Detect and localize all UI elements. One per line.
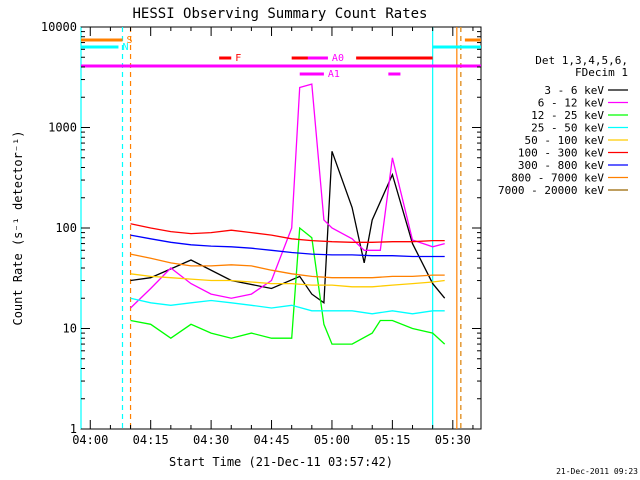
series-line bbox=[130, 297, 445, 315]
y-tick-label: 10000 bbox=[41, 20, 77, 34]
y-tick-label: 100 bbox=[55, 221, 77, 235]
legend-title-line: FDecim 1 bbox=[575, 66, 628, 79]
y-tick-label: 10 bbox=[63, 322, 77, 336]
series-line bbox=[130, 151, 446, 305]
flag-bar-label: S bbox=[126, 35, 132, 46]
flag-bar-label: N bbox=[122, 42, 128, 53]
x-tick-label: 04:00 bbox=[72, 433, 108, 447]
series-line bbox=[130, 253, 445, 279]
legend-title-line: Det 1,3,4,5,6, bbox=[535, 54, 628, 67]
x-tick-label: 05:15 bbox=[374, 433, 410, 447]
x-tick-label: 04:45 bbox=[253, 433, 289, 447]
series-layer bbox=[130, 83, 446, 345]
legend-label: 6 - 12 keV bbox=[538, 97, 605, 110]
generation-timestamp: 21-Dec-2011 09:23 bbox=[556, 467, 638, 476]
series-line bbox=[130, 273, 445, 288]
legend-label: 12 - 25 keV bbox=[531, 109, 604, 122]
series-line bbox=[130, 226, 446, 345]
series-line bbox=[130, 83, 445, 309]
x-tick-label: 04:30 bbox=[193, 433, 229, 447]
x-tick-label: 05:30 bbox=[435, 433, 471, 447]
flag-bar-label: A0 bbox=[332, 53, 344, 64]
flag-bar-label: A1 bbox=[328, 69, 340, 80]
legend-label: 300 - 800 keV bbox=[518, 159, 604, 172]
flag-bars: SN F A0 A1 bbox=[81, 35, 481, 80]
vertical-markers bbox=[80, 27, 462, 429]
legend-label: 50 - 100 keV bbox=[525, 134, 605, 147]
plot-frame bbox=[80, 26, 482, 430]
flag-bar-label: F bbox=[235, 53, 241, 64]
x-tick-label: 05:00 bbox=[314, 433, 350, 447]
x-axis: 04:00 04:15 04:30 04:45 05:00 05:15 05:30 bbox=[72, 27, 474, 447]
legend-label: 25 - 50 keV bbox=[531, 122, 604, 135]
y-axis: 1 10 100 1000 10000 bbox=[41, 20, 481, 436]
y-tick-label: 1000 bbox=[48, 121, 77, 135]
legend-label: 7000 - 20000 keV bbox=[498, 184, 604, 197]
legend-label: 800 - 7000 keV bbox=[511, 172, 604, 185]
x-axis-label: Start Time (21-Dec-11 03:57:42) bbox=[169, 455, 393, 469]
legend-label: 100 - 300 keV bbox=[518, 147, 604, 160]
y-tick-label: 1 bbox=[70, 422, 77, 436]
series-line bbox=[130, 223, 445, 243]
x-tick-label: 04:15 bbox=[133, 433, 169, 447]
y-axis-label: Count Rate (s⁻¹ detector⁻¹) bbox=[11, 130, 25, 325]
chart-title: HESSI Observing Summary Count Rates bbox=[132, 6, 427, 22]
series-line bbox=[130, 234, 445, 258]
legend-label: 3 - 6 keV bbox=[544, 84, 604, 97]
